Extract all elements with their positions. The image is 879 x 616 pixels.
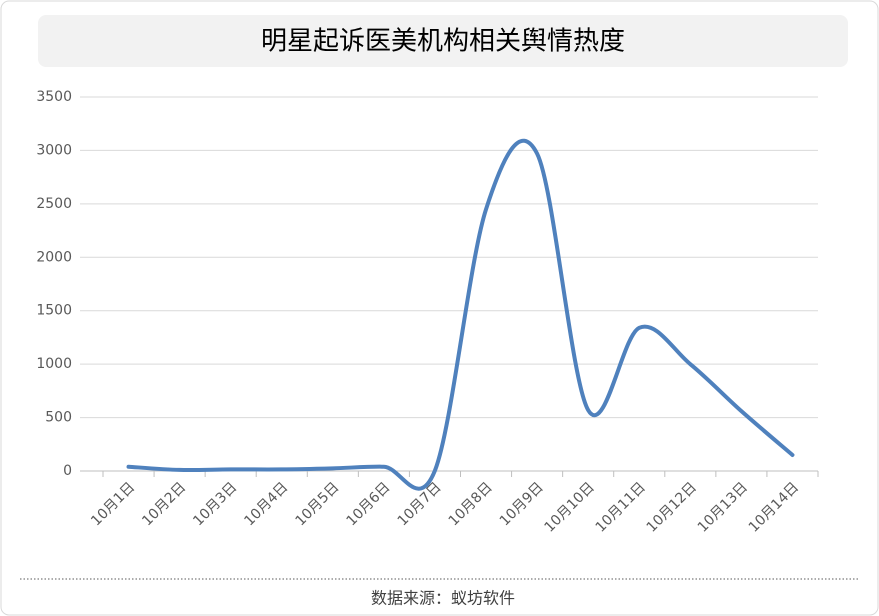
y-tick-label: 2500 [36,196,72,212]
y-tick-label: 0 [63,463,72,479]
y-tick-label: 500 [45,410,72,426]
line [126,138,795,491]
y-tick-label: 3500 [36,89,72,105]
y-tick-label: 3000 [36,142,72,158]
chart-title: 明星起诉医美机构相关舆情热度 [261,27,625,57]
title-box [38,15,848,67]
y-tick-label: 1000 [36,356,72,372]
y-tick-label: 1500 [36,303,72,319]
source: 数据来源：蚁坊软件 [371,589,515,608]
y-tick-label: 2000 [36,249,72,265]
